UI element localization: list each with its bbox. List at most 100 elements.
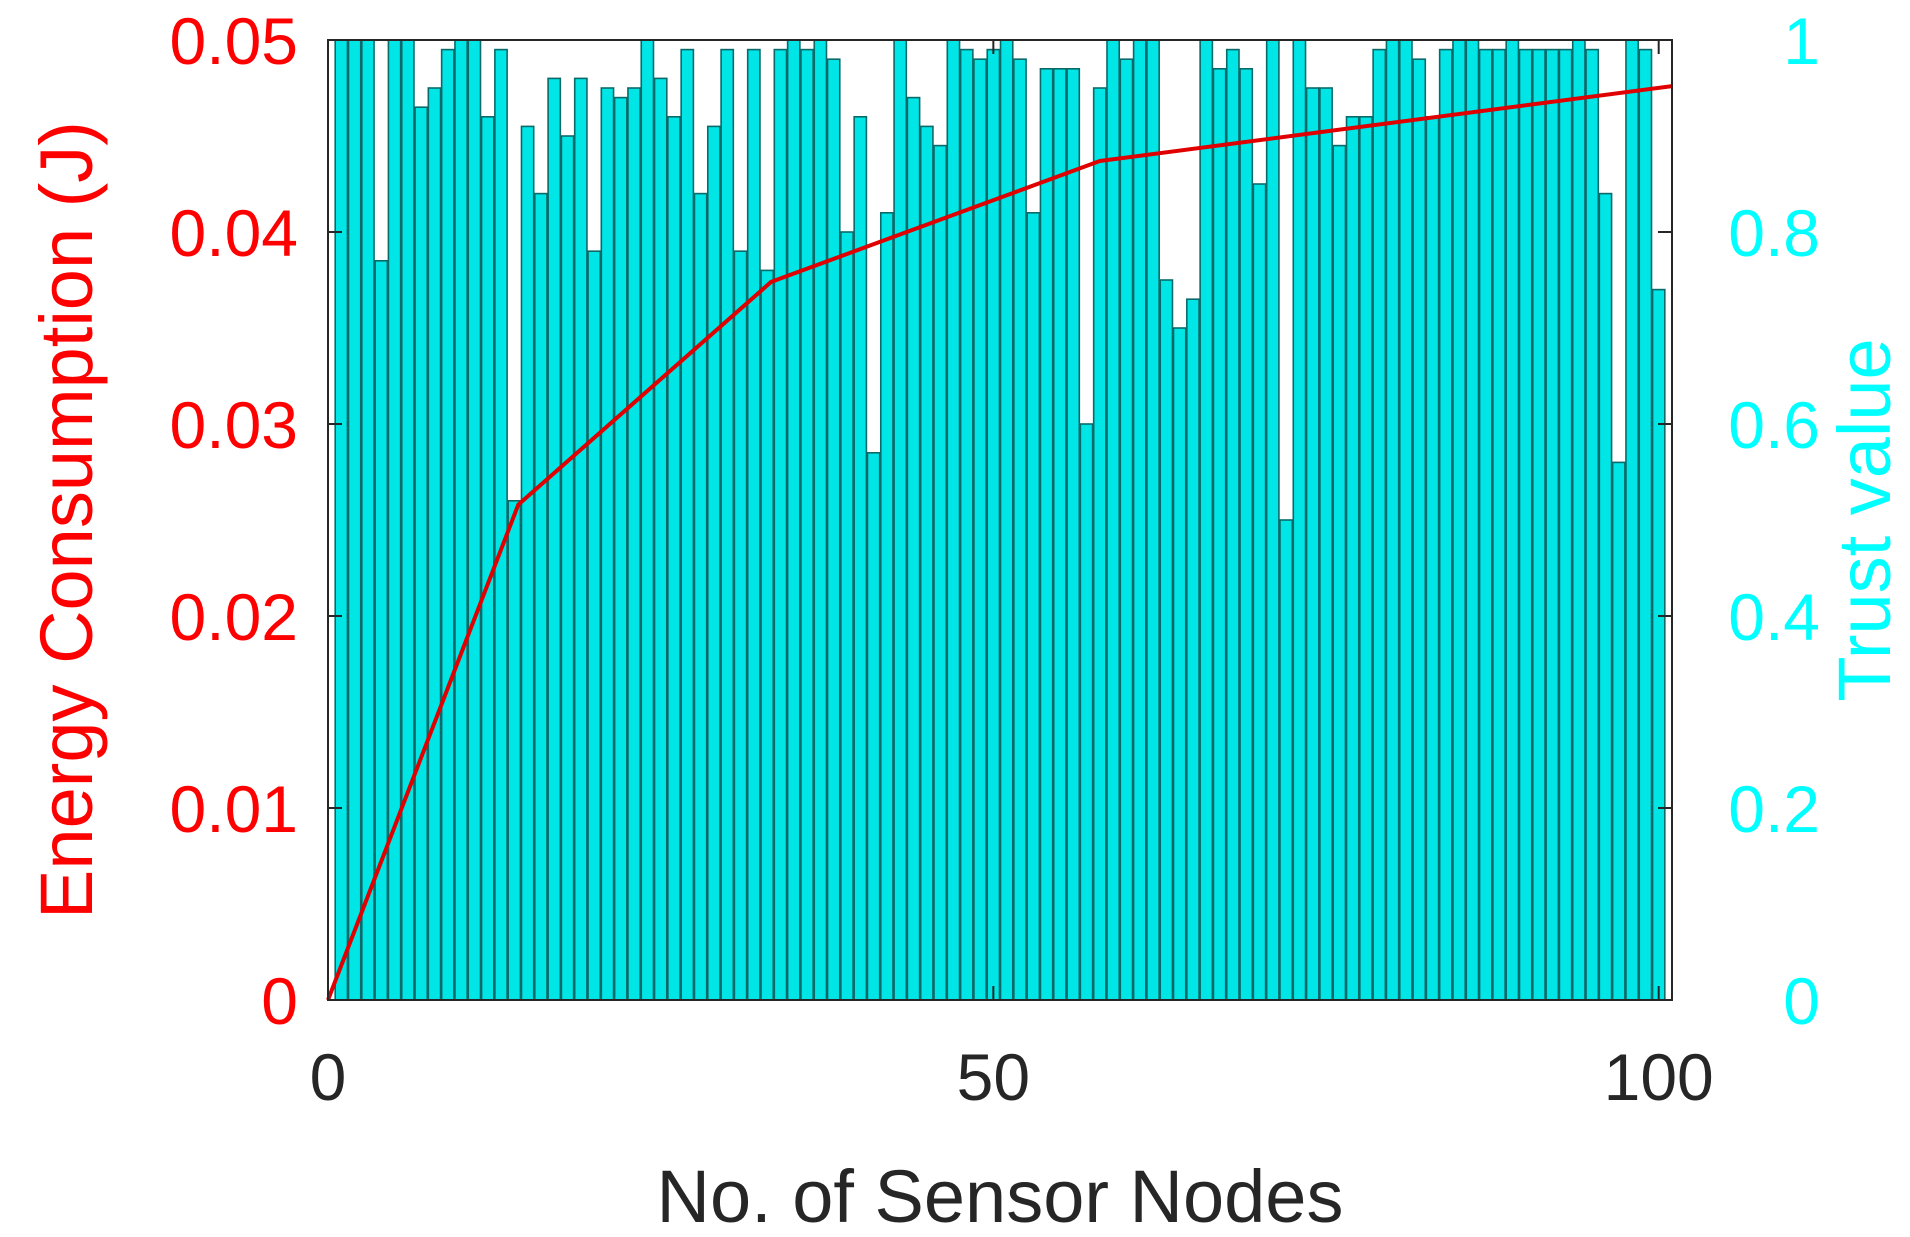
right-y-tick-label: 0.8	[1728, 196, 1820, 270]
trust-bar	[1492, 48, 1506, 1001]
trust-bar	[454, 39, 468, 1001]
trust-bar	[800, 48, 814, 1001]
trust-bar	[1598, 192, 1613, 1001]
trust-bar	[840, 231, 854, 1001]
trust-bar	[520, 125, 535, 1001]
trust-bar	[1066, 68, 1081, 1001]
trust-bar	[959, 48, 974, 1001]
trust-bar	[627, 87, 641, 1001]
trust-bar	[826, 58, 841, 1001]
trust-bar	[866, 451, 881, 1001]
left-y-tick-label: 0.05	[170, 4, 298, 78]
trust-bar	[653, 77, 668, 1001]
trust-bar	[334, 39, 349, 1001]
trust-bar	[1359, 116, 1373, 1001]
trust-bar	[1106, 39, 1121, 1001]
trust-bar	[1252, 183, 1267, 1001]
trust-bar	[480, 116, 495, 1001]
trust-bar	[374, 259, 389, 1001]
trust-bar	[1398, 39, 1413, 1001]
trust-bar	[507, 499, 522, 1001]
left-y-tick-label: 0.01	[170, 772, 298, 846]
trust-bar	[667, 116, 681, 1001]
trust-bar	[706, 125, 721, 1001]
trust-bar	[720, 48, 735, 1001]
trust-bar	[1026, 212, 1041, 1001]
trust-bar	[1638, 48, 1653, 1001]
trust-bar	[999, 39, 1014, 1001]
trust-bar	[400, 39, 415, 1001]
trust-bar	[733, 250, 748, 1001]
x-tick-label: 0	[310, 1040, 347, 1114]
trust-bar	[440, 48, 455, 1001]
trust-bar	[1225, 48, 1240, 1001]
trust-bar	[1571, 39, 1586, 1001]
trust-bar	[893, 39, 908, 1001]
trust-bar	[347, 39, 362, 1001]
trust-bar	[560, 135, 575, 1001]
trust-bar	[1146, 39, 1160, 1001]
trust-bar	[1319, 87, 1333, 1001]
trust-bar	[1412, 58, 1427, 1001]
left-y-tick-label: 0.03	[170, 388, 298, 462]
energy-line	[326, 84, 1673, 1001]
x-axis-title: No. of Sensor Nodes	[657, 1155, 1344, 1237]
trust-bar	[1385, 39, 1400, 1001]
right-y-tick-label: 0.6	[1728, 388, 1820, 462]
trust-bar	[387, 39, 402, 1001]
tick-labels-layer: 0 50 100 0 0.01 0.02 0.03 0.04 0.05 0 0.2 0.4 0.6 0.8…	[170, 4, 1820, 1114]
left-y-tick-label: 0.02	[170, 580, 298, 654]
trust-bar	[1545, 48, 1560, 1001]
trust-bar	[427, 87, 442, 1001]
trust-bar	[773, 48, 788, 1001]
trust-bar	[746, 48, 761, 1001]
trust-bar	[1092, 87, 1107, 1001]
trust-bar	[1186, 298, 1200, 1001]
trust-bar	[1558, 48, 1573, 1001]
trust-bar	[1212, 68, 1227, 1001]
left-y-tick-label: 0.04	[170, 196, 298, 270]
trust-bar	[1518, 48, 1533, 1001]
trust-bar	[1651, 288, 1666, 1001]
trust-bar	[1465, 39, 1480, 1001]
trust-bar	[1159, 279, 1174, 1001]
trust-bar	[1305, 87, 1320, 1001]
trust-bar	[1611, 461, 1626, 1001]
trust-bar	[1039, 68, 1054, 1001]
trust-bar	[613, 96, 628, 1001]
trust-bar	[533, 192, 548, 1001]
trust-bar	[360, 39, 375, 1001]
trust-bar	[414, 106, 429, 1001]
trust-bar	[1332, 144, 1347, 1001]
right-y-tick-label: 0.2	[1728, 772, 1820, 846]
trust-bar	[1532, 48, 1546, 1001]
trust-bar	[1052, 68, 1067, 1001]
trust-bar	[879, 212, 894, 1001]
line-layer	[326, 84, 1673, 1001]
trust-bar	[1013, 58, 1027, 1001]
trust-bar	[946, 39, 961, 1001]
trust-bar	[813, 39, 828, 1001]
trust-bar	[1345, 116, 1360, 1001]
right-y-axis-title: Trust value	[1823, 338, 1906, 701]
left-y-axis-title: Energy Consumption (J)	[25, 121, 108, 919]
trust-bar	[760, 269, 775, 1001]
trust-bar	[547, 77, 562, 1001]
right-y-tick-label: 1	[1783, 4, 1820, 78]
trust-bar	[1438, 48, 1453, 1001]
trust-bar	[1279, 519, 1294, 1001]
trust-bar	[986, 48, 1001, 1001]
trust-bar	[1505, 39, 1520, 1001]
x-tick-label: 50	[957, 1040, 1030, 1114]
trust-bar	[1452, 39, 1467, 1001]
trust-bar	[1478, 48, 1493, 1001]
trust-bar	[1292, 39, 1307, 1001]
trust-bar	[919, 125, 934, 1001]
right-y-tick-label: 0	[1783, 964, 1820, 1038]
trust-bar	[1119, 58, 1134, 1001]
trust-bar	[1132, 39, 1147, 1001]
trust-bar	[1585, 48, 1600, 1001]
right-y-tick-label: 0.4	[1728, 580, 1820, 654]
